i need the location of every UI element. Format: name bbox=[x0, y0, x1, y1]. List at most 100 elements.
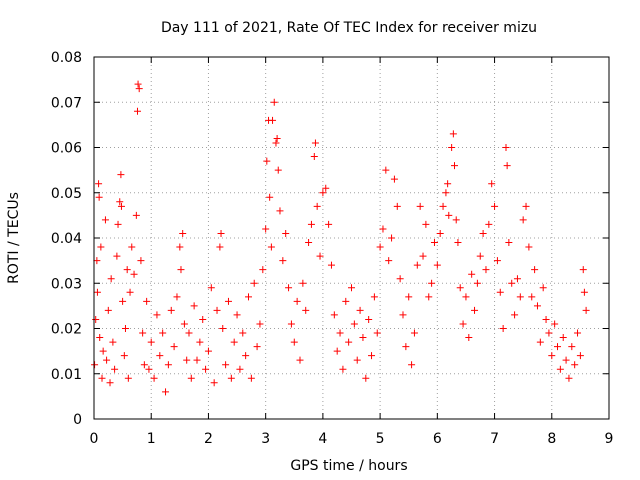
data-point bbox=[193, 356, 201, 364]
data-point bbox=[333, 347, 341, 355]
data-point bbox=[511, 311, 519, 319]
data-point bbox=[143, 297, 151, 305]
data-point bbox=[267, 243, 275, 251]
data-point bbox=[162, 388, 170, 396]
data-point bbox=[130, 270, 138, 278]
data-point bbox=[525, 243, 533, 251]
data-point bbox=[176, 243, 184, 251]
data-point bbox=[282, 229, 290, 237]
data-point bbox=[419, 252, 427, 260]
data-point bbox=[250, 279, 258, 287]
data-point bbox=[217, 229, 225, 237]
data-point bbox=[302, 306, 310, 314]
data-point bbox=[91, 361, 99, 369]
data-point bbox=[390, 175, 398, 183]
data-point bbox=[272, 139, 280, 147]
data-point bbox=[135, 85, 143, 93]
data-point bbox=[124, 374, 132, 382]
data-point bbox=[533, 302, 541, 310]
data-point bbox=[222, 361, 230, 369]
data-point bbox=[262, 225, 270, 233]
data-point bbox=[145, 365, 153, 373]
data-point bbox=[396, 275, 404, 283]
data-point bbox=[170, 343, 178, 351]
y-axis-label: ROTI / TECUs bbox=[6, 192, 22, 284]
data-point bbox=[156, 352, 164, 360]
data-point bbox=[137, 257, 145, 265]
data-point bbox=[247, 374, 255, 382]
data-point bbox=[442, 189, 450, 197]
grid-lines bbox=[94, 57, 609, 419]
data-point bbox=[266, 193, 274, 201]
data-point bbox=[356, 306, 364, 314]
data-point bbox=[273, 134, 281, 142]
data-point bbox=[505, 239, 513, 247]
data-point bbox=[207, 284, 215, 292]
data-point bbox=[133, 107, 141, 115]
y-tick-label: 0.03 bbox=[51, 276, 82, 292]
data-point bbox=[322, 184, 330, 192]
data-point bbox=[117, 202, 125, 210]
data-point bbox=[452, 216, 460, 224]
data-point bbox=[93, 257, 101, 265]
data-point bbox=[92, 315, 100, 323]
data-point bbox=[164, 361, 172, 369]
data-point bbox=[373, 329, 381, 337]
data-point bbox=[233, 311, 241, 319]
data-point bbox=[382, 166, 390, 174]
data-point bbox=[96, 334, 104, 342]
data-point bbox=[531, 266, 539, 274]
data-point bbox=[116, 198, 124, 206]
data-point bbox=[97, 243, 105, 251]
data-point bbox=[204, 347, 212, 355]
data-point bbox=[448, 144, 456, 151]
data-point bbox=[187, 374, 195, 382]
data-point bbox=[293, 297, 301, 305]
data-point bbox=[425, 293, 433, 301]
data-point bbox=[93, 288, 101, 296]
data-point bbox=[313, 202, 321, 210]
data-point bbox=[316, 252, 324, 260]
data-point bbox=[153, 311, 161, 319]
x-tick-label: 3 bbox=[261, 431, 270, 447]
y-tick-label: 0.02 bbox=[51, 322, 82, 338]
data-point bbox=[121, 325, 129, 332]
data-point bbox=[539, 284, 547, 292]
data-point bbox=[325, 220, 333, 228]
data-point bbox=[393, 202, 401, 210]
data-point bbox=[140, 361, 148, 369]
data-point bbox=[362, 374, 370, 382]
data-point bbox=[256, 320, 264, 328]
data-point bbox=[285, 284, 293, 292]
x-tick-label: 0 bbox=[90, 431, 99, 447]
data-point bbox=[385, 257, 393, 265]
y-tick-label: 0 bbox=[73, 412, 82, 428]
data-point bbox=[128, 243, 136, 251]
chart-title: Day 111 of 2021, Rate Of TEC Index for r… bbox=[161, 20, 537, 36]
x-axis-label: GPS time / hours bbox=[290, 458, 407, 474]
x-tick-label: 5 bbox=[376, 431, 385, 447]
data-point bbox=[379, 225, 387, 233]
data-point bbox=[430, 239, 438, 247]
data-point bbox=[482, 266, 490, 274]
data-point bbox=[462, 293, 470, 301]
data-point bbox=[183, 356, 191, 364]
y-tick-label: 0.04 bbox=[51, 231, 82, 247]
data-point bbox=[502, 144, 510, 151]
data-point bbox=[536, 338, 544, 346]
data-point bbox=[542, 315, 550, 323]
data-point bbox=[263, 157, 271, 165]
data-point bbox=[580, 288, 588, 296]
data-point bbox=[433, 261, 441, 269]
data-point bbox=[568, 343, 576, 351]
data-point bbox=[428, 279, 436, 287]
data-point bbox=[210, 379, 218, 387]
data-point bbox=[496, 288, 504, 296]
data-point bbox=[562, 356, 570, 364]
data-point bbox=[439, 202, 447, 210]
data-point bbox=[196, 338, 204, 346]
x-tick-label: 4 bbox=[318, 431, 327, 447]
data-point bbox=[259, 266, 267, 274]
data-point bbox=[287, 320, 295, 328]
